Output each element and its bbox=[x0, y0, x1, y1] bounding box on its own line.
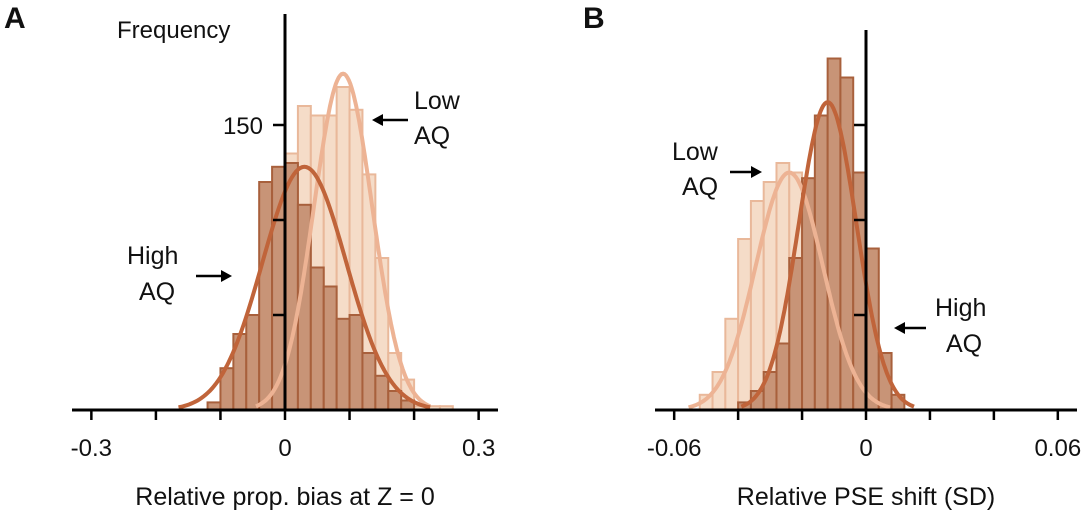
panel-b-high-aq-annotation-line2: AQ bbox=[946, 330, 982, 358]
panel-b-high-aq-bar bbox=[775, 342, 791, 411]
panel-a-high-aq-bars bbox=[206, 162, 416, 412]
panel-b: B -0.06 0 0.06 Low AQ High AQ Relative PSE… bbox=[583, 2, 1081, 511]
panel-a-y-ticks bbox=[273, 123, 285, 317]
panel-a-ytick-labels: 150 bbox=[223, 113, 263, 140]
y-tick-label: 150 bbox=[223, 113, 263, 140]
panel-a-xtick-labels: -0.3 0 0.3 bbox=[71, 435, 496, 462]
panel-a-high-aq-annotation-line2: AQ bbox=[139, 278, 175, 306]
panel-a-high-aq-bar bbox=[348, 314, 364, 411]
x-tick-label: -0.06 bbox=[647, 435, 702, 462]
panel-a-low-aq-arrow bbox=[372, 114, 408, 126]
panel-b-low-aq-annotation-line2: AQ bbox=[682, 173, 718, 201]
panel-a-x-ticks bbox=[90, 410, 480, 420]
panel-a-high-aq-annotation-line1: High bbox=[127, 242, 178, 270]
panel-b-high-aq-fit-curve bbox=[740, 100, 915, 409]
panel-a-high-aq-fit-curve bbox=[178, 164, 431, 410]
panel-a-ylabel: Frequency bbox=[117, 17, 230, 44]
panel-a-low-aq-annotation-line1: Low bbox=[414, 87, 461, 115]
x-tick-label: 0 bbox=[859, 435, 872, 462]
x-tick-label: -0.3 bbox=[71, 435, 112, 462]
panel-a-high-aq-bar bbox=[361, 352, 377, 411]
panel-b-low-aq-annotation-line1: Low bbox=[672, 138, 719, 166]
panel-b-xtick-labels: -0.06 0 0.06 bbox=[647, 435, 1081, 462]
panel-b-high-aq-arrow bbox=[894, 322, 926, 334]
x-tick-label: 0 bbox=[278, 435, 291, 462]
panel-b-low-aq-fit-curve bbox=[688, 170, 891, 410]
x-tick-label: 0.3 bbox=[462, 435, 495, 462]
panel-a-high-aq-bar bbox=[284, 162, 299, 411]
panel-b-label: B bbox=[583, 2, 605, 35]
panel-b-xlabel: Relative PSE shift (SD) bbox=[737, 483, 995, 511]
panel-a-high-aq-bar bbox=[322, 285, 338, 411]
panel-a-high-aq-bar bbox=[309, 266, 325, 411]
panel-a: A Frequency 150 -0.3 0 0.3 Low AQ High AQ … bbox=[4, 2, 498, 511]
panel-b-low-aq-arrow bbox=[730, 166, 762, 178]
panel-a-high-aq-bar bbox=[374, 374, 390, 411]
panel-a-low-aq-annotation-line2: AQ bbox=[414, 122, 450, 150]
panel-a-xlabel: Relative prop. bias at Z = 0 bbox=[135, 483, 434, 511]
panel-a-high-aq-bar bbox=[335, 317, 351, 411]
panel-b-high-aq-bars bbox=[737, 57, 906, 411]
panel-a-high-aq-arrow bbox=[196, 270, 232, 282]
panel-b-x-ticks bbox=[672, 410, 1060, 420]
panel-a-label: A bbox=[4, 2, 26, 35]
x-tick-label: 0.06 bbox=[1034, 435, 1081, 462]
panel-a-high-aq-bar bbox=[245, 314, 261, 411]
panel-b-y-ticks bbox=[854, 123, 866, 317]
panel-b-high-aq-annotation-line1: High bbox=[935, 294, 986, 322]
panel-a-high-aq-bar bbox=[258, 181, 274, 411]
panel-b-high-aq-bar bbox=[865, 247, 880, 411]
